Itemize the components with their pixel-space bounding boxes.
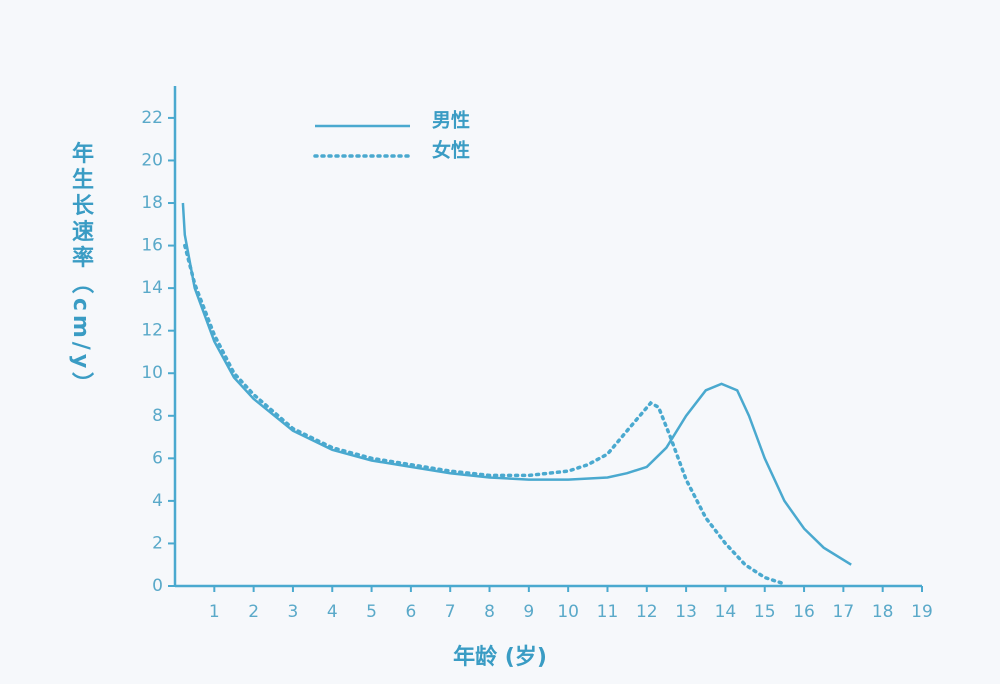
y-tick-label: 22 xyxy=(141,108,163,128)
x-axis-label: 年龄 (岁) xyxy=(453,644,547,670)
y-tick-label: 4 xyxy=(152,491,163,511)
y-tick-label: 16 xyxy=(141,236,163,256)
y-tick-label: 20 xyxy=(141,150,163,170)
y-axis-label: 年生长速率（cm/y） xyxy=(68,141,94,398)
x-tick-label: 5 xyxy=(366,602,377,622)
x-tick-label: 2 xyxy=(248,602,259,622)
x-tick-label: 16 xyxy=(793,602,815,622)
x-tick-label: 17 xyxy=(833,602,855,622)
x-tick-label: 8 xyxy=(484,602,495,622)
x-tick-label: 11 xyxy=(597,602,619,622)
x-tick-label: 13 xyxy=(675,602,697,622)
x-tick-label: 18 xyxy=(872,602,894,622)
legend-label: 女性 xyxy=(432,139,470,162)
series-line xyxy=(181,202,852,566)
x-tick-label: 1 xyxy=(209,602,220,622)
y-tick-label: 2 xyxy=(152,533,163,553)
y-tick-label: 14 xyxy=(141,278,163,298)
x-tick-label: 3 xyxy=(288,602,299,622)
y-tick-label: 0 xyxy=(152,576,163,596)
y-tick-label: 8 xyxy=(152,406,163,426)
x-tick-label: 14 xyxy=(715,602,737,622)
legend-label: 男性 xyxy=(432,109,470,132)
x-tick-label: 19 xyxy=(911,602,933,622)
x-tick-label: 15 xyxy=(754,602,776,622)
x-tick-label: 12 xyxy=(636,602,658,622)
y-tick-label: 6 xyxy=(152,448,163,468)
y-tick-label: 10 xyxy=(141,363,163,383)
x-tick-label: 4 xyxy=(327,602,338,622)
y-tick-label: 12 xyxy=(141,321,163,341)
x-tick-label: 6 xyxy=(405,602,416,622)
y-tick-label: 18 xyxy=(141,193,163,213)
x-tick-label: 9 xyxy=(523,602,534,622)
x-tick-label: 7 xyxy=(445,602,456,622)
x-tick-label: 10 xyxy=(557,602,579,622)
